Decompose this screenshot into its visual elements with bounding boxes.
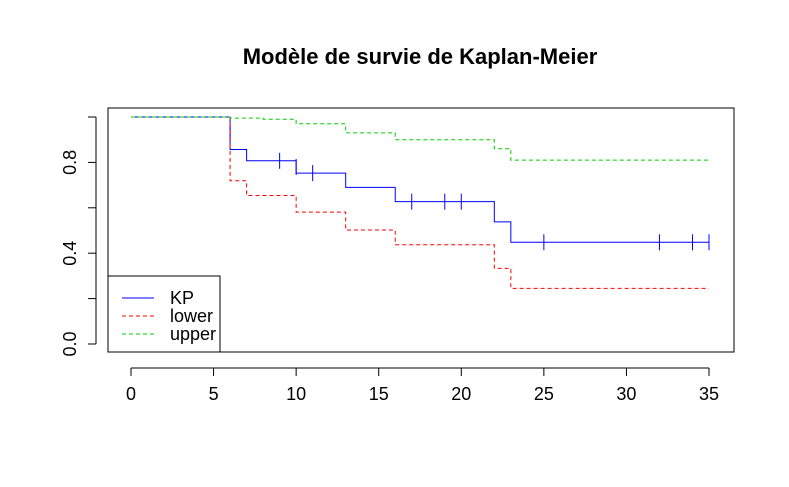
x-tick-label: 20 [451, 384, 471, 404]
series-line-upper [131, 116, 709, 161]
legend-box [107, 275, 221, 353]
series-line-lower [131, 116, 709, 289]
x-tick-label: 30 [616, 384, 636, 404]
x-tick-label: 10 [286, 384, 306, 404]
series-line-kp [131, 116, 709, 243]
axes-layer: 0 5 10 15 20 25 30 35 0.0 0.4 0.8 [60, 116, 719, 404]
y-tick-label: 0.4 [60, 241, 80, 266]
y-tick-label: 0.0 [60, 331, 80, 356]
legend-label-upper: upper [170, 324, 216, 344]
x-tick-label: 0 [126, 384, 136, 404]
legend-label-lower: lower [170, 306, 213, 326]
y-tick-label: 0.8 [60, 150, 80, 175]
chart-title: Modèle de survie de Kaplan-Meier [243, 44, 598, 69]
x-tick-label: 35 [699, 384, 719, 404]
x-tick-label: 5 [209, 384, 219, 404]
plot-frame [107, 107, 735, 353]
series-layer [131, 116, 710, 289]
x-tick-label: 15 [369, 384, 389, 404]
x-tick-label: 25 [534, 384, 554, 404]
legend-label-kp: KP [170, 288, 194, 308]
